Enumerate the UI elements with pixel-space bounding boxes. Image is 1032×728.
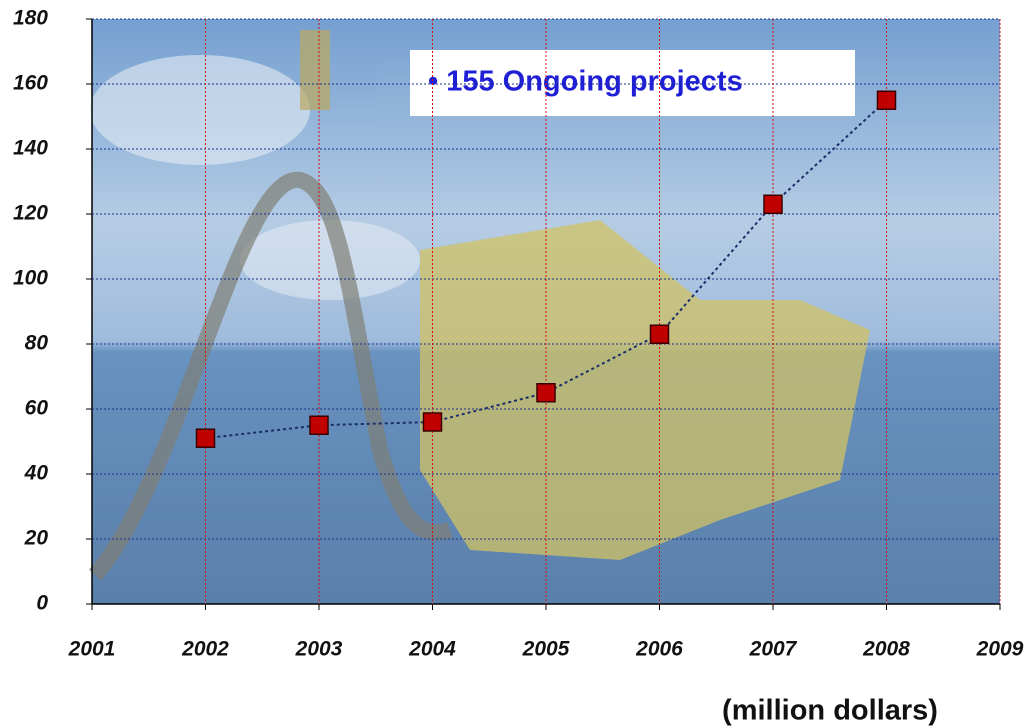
x-tick-label: 2008: [862, 638, 910, 661]
marker: [876, 90, 897, 110]
y-tick-label: 20: [24, 527, 49, 550]
x-tick-label: 2001: [68, 638, 116, 661]
y-tick-label: 40: [24, 462, 49, 485]
x-tick-label: 2006: [635, 638, 683, 661]
y-tick-label: 60: [25, 397, 49, 420]
marker: [422, 412, 443, 432]
x-tick-label: 2003: [295, 638, 343, 661]
x-tick-label: 2009: [976, 638, 1024, 661]
marker: [763, 194, 783, 214]
x-tick-label: 2007: [749, 638, 798, 661]
marker: [536, 383, 556, 403]
x-tick-label: 2004: [408, 638, 456, 661]
x-tick-label: 2005: [522, 638, 570, 661]
y-tick-label: 0: [36, 592, 48, 615]
y-tick-label: 180: [13, 7, 48, 30]
y-tick-label: 100: [13, 267, 48, 290]
annotation-box: [410, 50, 855, 116]
annotation: • 155 Ongoing projects: [428, 66, 743, 98]
unit-label: (million dollars): [722, 695, 938, 727]
y-tick-label: 80: [25, 332, 49, 355]
x-tick-label: 2002: [181, 638, 229, 661]
marker: [309, 415, 329, 435]
marker: [195, 428, 216, 448]
y-tick-label: 140: [13, 137, 48, 160]
y-tick-label: 120: [13, 202, 48, 225]
marker: [649, 324, 670, 344]
y-tick-label: 160: [13, 72, 48, 95]
